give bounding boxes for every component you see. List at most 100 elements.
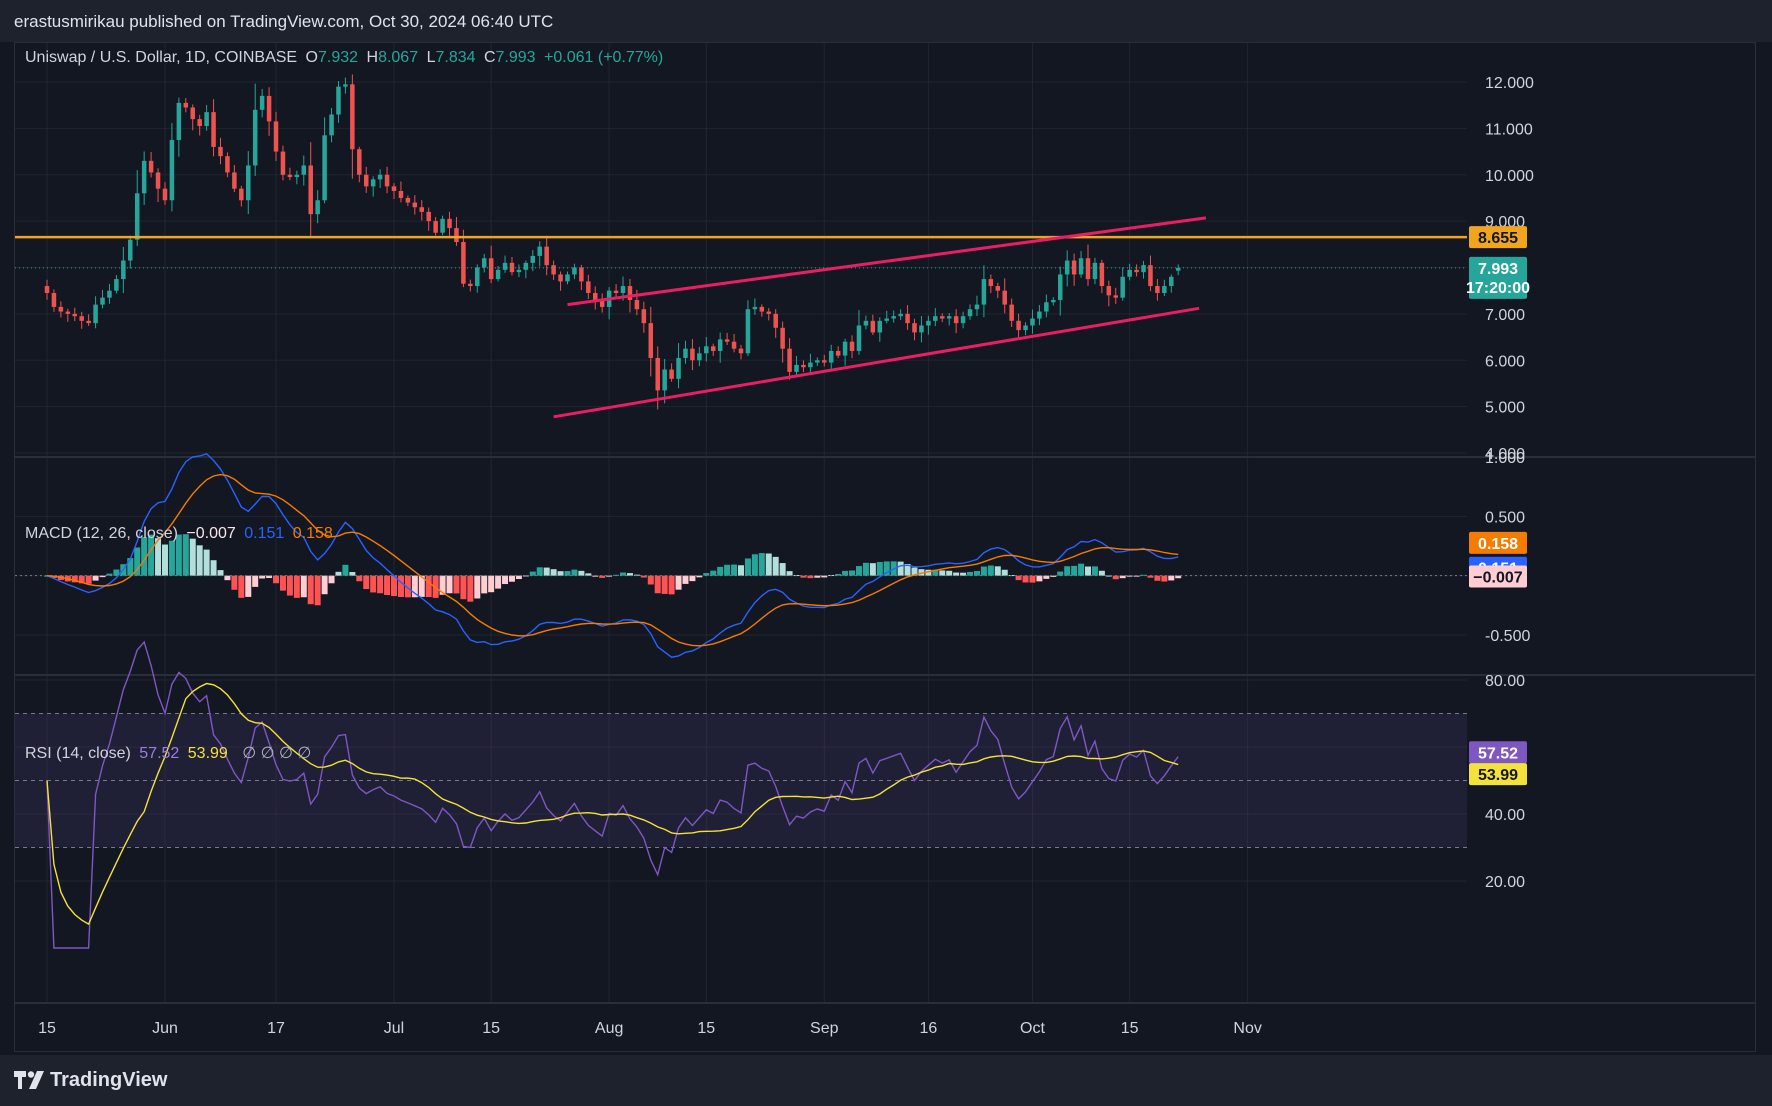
macd-histogram-bar: [946, 570, 953, 576]
price-axis-tick: 12.000: [1485, 75, 1534, 92]
symbol-name[interactable]: Uniswap / U.S. Dollar, 1D, COINBASE: [25, 49, 298, 66]
candle-body: [419, 207, 425, 212]
candle-body: [273, 121, 279, 152]
time-axis-tick: 15: [697, 1020, 715, 1037]
candle-body: [481, 258, 487, 268]
rsi-axis-tick: 80.00: [1485, 673, 1525, 690]
macd-histogram-bar: [432, 575, 439, 598]
candle-body: [981, 279, 987, 305]
candle-body: [558, 274, 563, 282]
macd-histogram-bar: [897, 561, 904, 576]
macd-histogram-bar: [314, 575, 321, 606]
macd-title[interactable]: MACD (12, 26, close): [25, 525, 178, 542]
macd-histogram-bar: [481, 575, 488, 594]
candle-body: [919, 325, 924, 333]
time-axis-tick: 17: [267, 1020, 285, 1037]
rsi-ma-value: 53.99: [187, 745, 228, 762]
macd-histogram-bar: [654, 575, 661, 594]
candle-body: [475, 267, 480, 287]
candle-body: [627, 286, 633, 300]
candle-body: [440, 218, 445, 233]
low-label: L: [426, 49, 436, 66]
macd-histogram-bar: [411, 575, 418, 598]
candle-body: [801, 364, 806, 368]
candle-body: [128, 239, 133, 261]
macd-histogram-bar: [1119, 575, 1126, 579]
macd-histogram-bar: [564, 571, 571, 576]
candle-body: [960, 316, 966, 324]
published-info: erastusmirikau published on TradingView.…: [14, 12, 554, 31]
change-value: +0.061 (+0.77%): [544, 49, 664, 66]
candle-body: [995, 286, 1001, 291]
candle-body: [1057, 274, 1063, 300]
time-axis-tick: Oct: [1020, 1020, 1045, 1037]
macd-histogram-bar: [1085, 566, 1091, 576]
candle-body: [967, 309, 973, 317]
macd-histogram-bar: [300, 575, 307, 598]
candle-body: [648, 323, 654, 358]
macd-histogram-bar: [682, 575, 689, 584]
candle-body: [72, 313, 78, 317]
symbol-legend[interactable]: Uniswap / U.S. Dollar, 1D, COINBASE O7.9…: [25, 49, 667, 67]
candle-body: [114, 279, 119, 291]
macd-histogram-bar: [238, 575, 245, 598]
candle-body: [523, 262, 529, 270]
macd-histogram-bar: [1022, 575, 1029, 583]
candle-body: [676, 357, 681, 379]
candle-body: [877, 320, 883, 333]
macd-histogram-bar: [543, 567, 550, 576]
candle-body: [468, 283, 473, 287]
macd-histogram-bar: [92, 575, 99, 581]
macd-histogram-bar: [731, 564, 738, 576]
tradingview-brand[interactable]: TradingView: [50, 1069, 168, 1091]
time-axis-tick: Jul: [384, 1020, 404, 1037]
candle-body: [301, 165, 307, 175]
candle-body: [1009, 304, 1014, 321]
candle-body: [1044, 302, 1049, 312]
current-price-label: 7.993: [1478, 261, 1518, 278]
macd-hist-label: −0.007: [1473, 569, 1522, 586]
macd-histogram-bar: [710, 570, 717, 576]
macd-histogram-bar: [939, 570, 946, 576]
candle-body: [620, 286, 626, 294]
macd-histogram-bar: [758, 553, 765, 576]
macd-histogram-bar: [502, 575, 509, 585]
candle-body: [79, 316, 84, 321]
macd-histogram-bar: [675, 575, 682, 590]
macd-histogram-bar: [1029, 575, 1036, 583]
macd-signal-value: 0.158: [292, 525, 333, 542]
candle-body: [1037, 311, 1042, 319]
close-label: C: [483, 49, 496, 66]
candle-body: [225, 156, 230, 173]
macd-histogram-bar: [231, 575, 238, 590]
high-label: H: [366, 49, 379, 66]
candle-body: [912, 323, 917, 333]
macd-histogram-bar: [474, 575, 481, 599]
macd-histogram-bar: [668, 575, 675, 595]
macd-histogram-bar: [1001, 569, 1008, 576]
candle-body: [1169, 276, 1174, 287]
candle-body: [1106, 286, 1112, 296]
rsi-title[interactable]: RSI (14, close): [25, 745, 131, 762]
chart-canvas[interactable]: 12.00011.00010.0009.0007.0006.0005.0004.…: [15, 43, 1755, 1051]
macd-line-value: 0.151: [244, 525, 285, 542]
macd-histogram-bar: [488, 575, 495, 593]
rsi-legend[interactable]: RSI (14, close) 57.52 53.99 ∅ ∅ ∅ ∅: [25, 743, 315, 763]
header-bar: erastusmirikau published on TradingView.…: [0, 0, 1772, 42]
candle-body: [870, 320, 876, 333]
candle-body: [44, 286, 50, 294]
macd-legend[interactable]: MACD (12, 26, close) −0.007 0.151 0.158: [25, 525, 337, 543]
candle-body: [842, 341, 848, 356]
candle-body: [787, 348, 792, 372]
macd-histogram-bar: [765, 553, 772, 576]
candle-body: [280, 151, 286, 175]
macd-histogram-bar: [814, 575, 821, 578]
price-axis-tick: 5.000: [1485, 400, 1525, 417]
macd-histogram-bar: [925, 569, 932, 576]
macd-histogram-bar: [862, 562, 869, 576]
macd-hist-label-bg: [1469, 565, 1527, 588]
resistance-level-label-bg: [1469, 226, 1527, 249]
chart-frame: 12.000 11.000 10.000 9.000 7.000 6.000 5.000 4.…: [14, 42, 1756, 1052]
macd-histogram-bar: [113, 569, 120, 576]
candle-body: [593, 293, 598, 300]
